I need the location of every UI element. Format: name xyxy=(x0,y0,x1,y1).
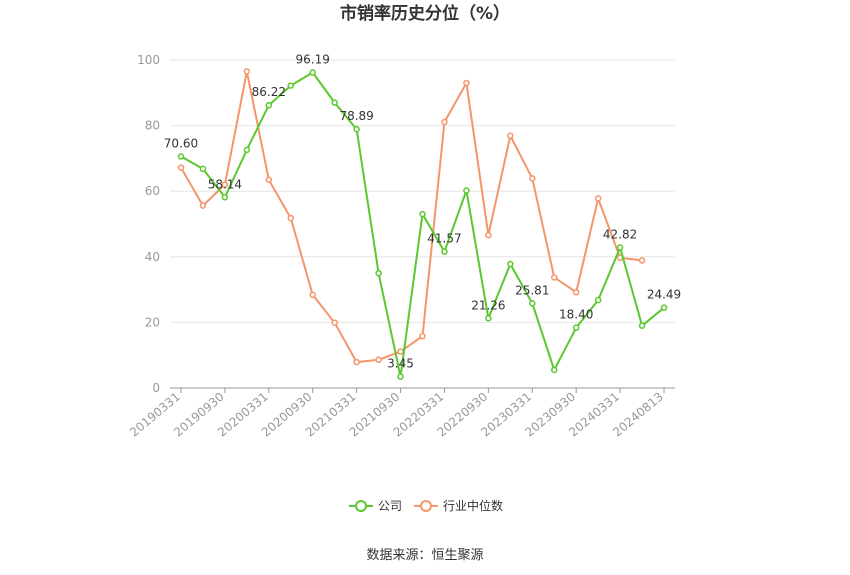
data-point xyxy=(550,274,558,281)
data-point xyxy=(507,260,514,268)
data-point xyxy=(594,296,602,304)
legend-label: 公司 xyxy=(378,499,402,513)
data-point xyxy=(287,82,295,89)
data-point xyxy=(331,99,338,106)
y-tick-label: 0 xyxy=(152,381,160,395)
data-label: 24.49 xyxy=(647,288,681,302)
data-label: 70.60 xyxy=(164,136,198,150)
data-label: 25.81 xyxy=(515,283,549,297)
data-point xyxy=(287,214,295,222)
legend-item-1[interactable]: 行业中位数 xyxy=(414,498,503,513)
data-point xyxy=(243,146,251,154)
data-point xyxy=(529,300,536,307)
data-point xyxy=(485,315,492,322)
data-point xyxy=(265,176,273,183)
grid xyxy=(170,59,675,323)
data-labels: 70.60 58.14 86.22 96.19 78.89 3.45 41.57 21.26 2… xyxy=(164,52,681,370)
data-label: 41.57 xyxy=(427,232,461,246)
x-axis: 2019033120190930202003312020093020210331… xyxy=(127,387,675,440)
data-point xyxy=(572,324,580,331)
legend-marker-icon xyxy=(420,500,432,512)
data-point xyxy=(309,291,316,299)
chart-title: 市销率历史分位（%） xyxy=(340,3,510,24)
y-tick-label: 100 xyxy=(137,53,160,67)
data-point xyxy=(221,194,229,201)
data-point xyxy=(353,125,360,133)
data-point xyxy=(419,332,426,340)
data-label: 18.40 xyxy=(559,308,593,322)
data-label: 86.22 xyxy=(252,85,286,99)
data-point xyxy=(616,244,624,251)
data-point xyxy=(199,165,207,173)
data-point xyxy=(529,175,536,182)
data-point xyxy=(463,187,470,194)
data-point xyxy=(660,304,668,311)
data-point xyxy=(331,319,338,326)
data-point xyxy=(441,248,448,255)
data-point xyxy=(397,348,404,355)
data-point xyxy=(265,101,273,109)
y-tick-label: 20 xyxy=(145,315,160,329)
data-point xyxy=(507,132,514,140)
data-point xyxy=(572,288,580,296)
data-point xyxy=(594,195,602,202)
data-point xyxy=(309,69,316,76)
data-label: 42.82 xyxy=(603,228,637,242)
data-point xyxy=(243,68,251,75)
y-tick-label: 80 xyxy=(145,119,160,133)
data-point xyxy=(177,153,185,160)
data-point xyxy=(177,164,185,171)
data-label: 21.26 xyxy=(471,298,505,312)
data-label: 96.19 xyxy=(296,52,330,66)
series-group xyxy=(177,68,668,380)
data-source: 数据来源：恒生聚源 xyxy=(366,548,483,563)
data-point xyxy=(199,202,207,209)
legend-marker-icon xyxy=(355,500,367,512)
data-point xyxy=(441,118,448,126)
data-point xyxy=(463,79,470,87)
data-point xyxy=(419,210,426,218)
y-tick-label: 40 xyxy=(145,250,160,264)
data-point xyxy=(375,356,382,364)
data-label: 3.45 xyxy=(387,357,414,371)
y-tick-label: 60 xyxy=(145,184,160,198)
data-point xyxy=(638,322,646,329)
y-axis: 0 20 40 60 80 100 xyxy=(137,53,160,395)
data-point xyxy=(485,231,492,239)
data-point xyxy=(397,373,404,380)
data-label: 58.14 xyxy=(208,177,242,191)
legend-item-0[interactable]: 公司 xyxy=(349,499,402,513)
data-point xyxy=(638,257,646,264)
legend-label: 行业中位数 xyxy=(443,498,503,513)
data-point xyxy=(375,269,382,277)
data-point xyxy=(550,366,558,374)
data-label: 78.89 xyxy=(339,109,373,123)
data-point xyxy=(221,181,229,188)
legend[interactable]: 公司 行业中位数 xyxy=(349,498,503,513)
data-point xyxy=(353,358,360,366)
